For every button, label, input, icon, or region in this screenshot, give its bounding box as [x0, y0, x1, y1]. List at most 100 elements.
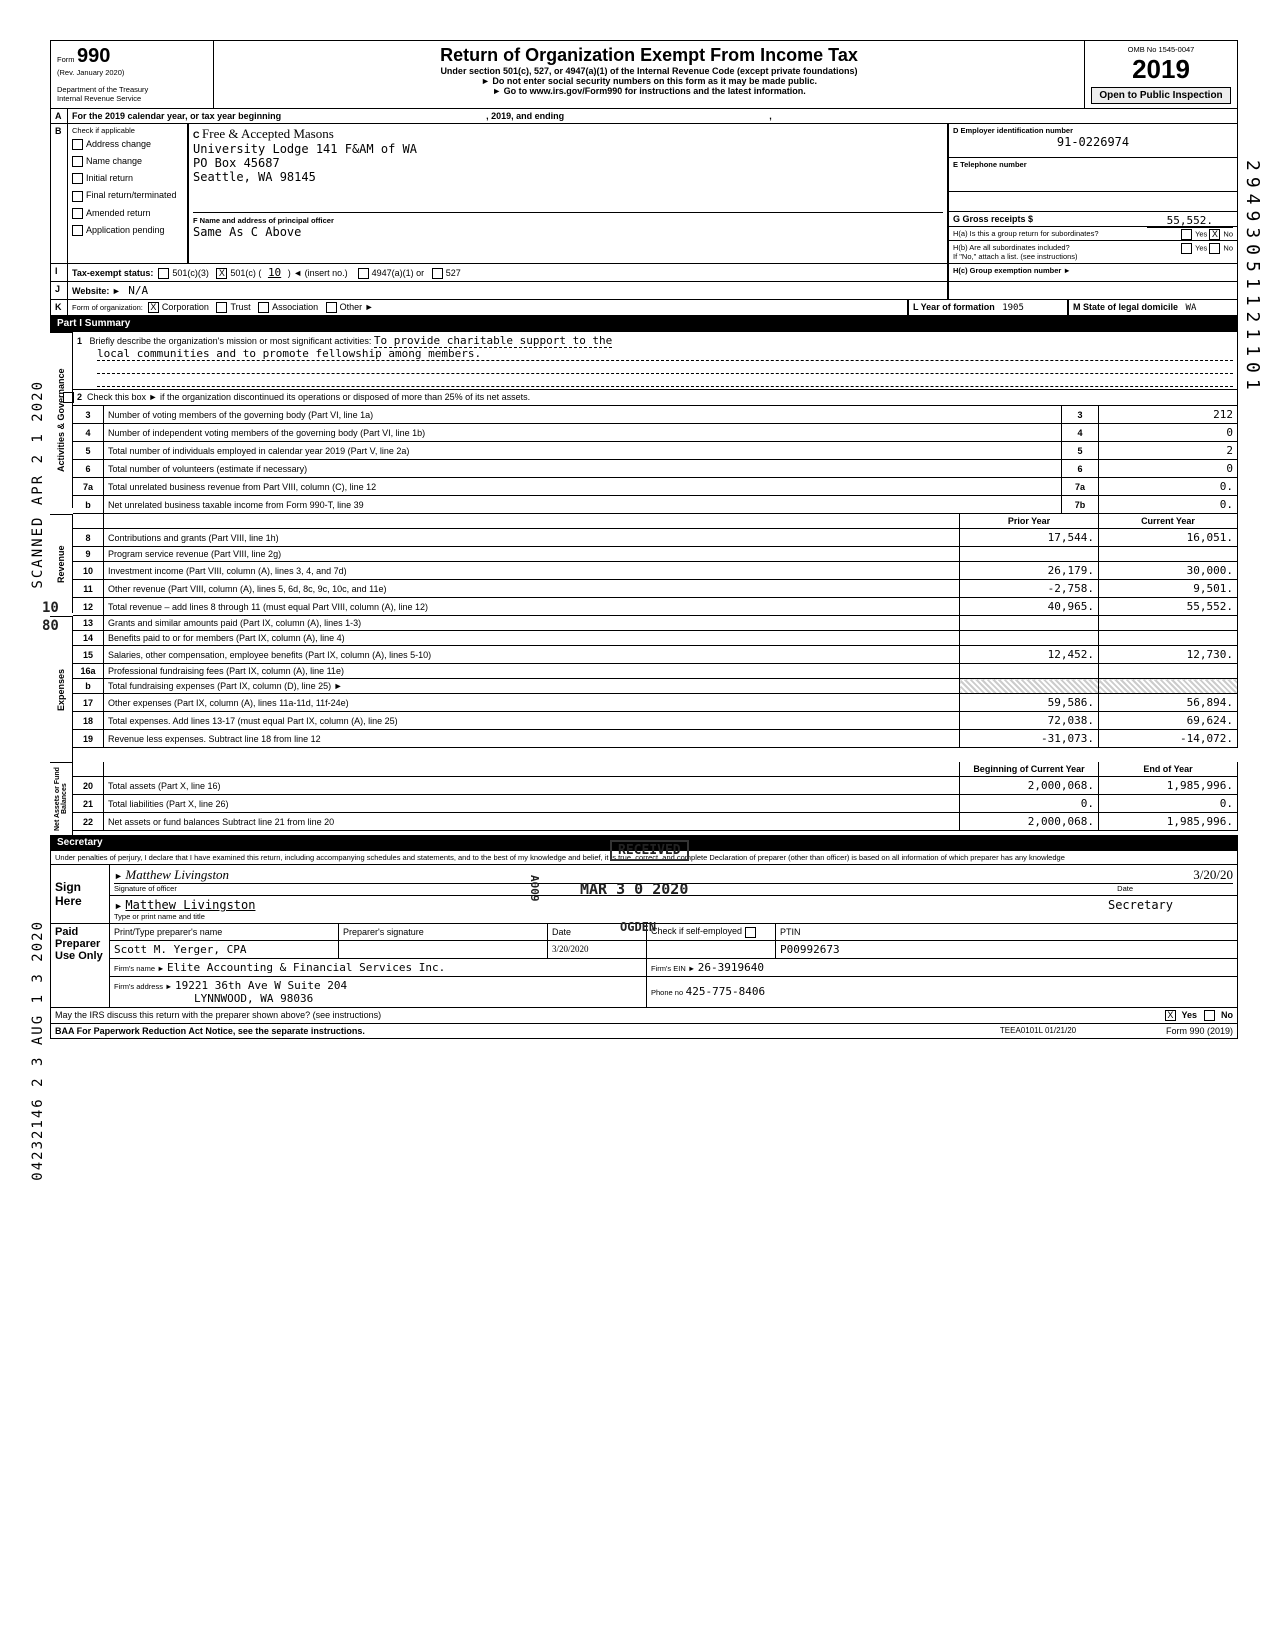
form-year: 2019 [1091, 54, 1231, 85]
row-text: Total fundraising expenses (Part IX, col… [104, 679, 960, 694]
prep-date: 3/20/2020 [548, 940, 647, 958]
hb-yes[interactable] [1181, 243, 1192, 254]
prior-val: -2,758. [960, 580, 1099, 598]
curr-val: 56,894. [1099, 694, 1238, 712]
header-mid: Return of Organization Exempt From Incom… [214, 41, 1085, 108]
dln-stamp: 04232146 2 3 AUG 1 3 2020 [30, 920, 46, 1181]
p1-rev: Revenue Prior Year Current Year 8 Contri… [50, 514, 1238, 616]
cb-4947[interactable] [358, 268, 369, 279]
row-num: 19 [73, 730, 104, 748]
p1-line1: Activities & Governance 1 Briefly descri… [50, 332, 1238, 514]
row-num: 8 [73, 529, 104, 547]
row-num: 3 [73, 406, 104, 424]
cb-trust[interactable] [216, 302, 227, 313]
firm-addr2: LYNNWOOD, WA 98036 [194, 992, 313, 1005]
curr-val: -14,072. [1099, 730, 1238, 748]
prior-val [960, 679, 1099, 694]
row-num: 14 [73, 631, 104, 646]
row-num: 21 [73, 795, 104, 813]
vlab-net: Net Assets or Fund Balances [50, 762, 73, 835]
row-text: Grants and similar amounts paid (Part IX… [104, 616, 960, 631]
row-text: Benefits paid to or for members (Part IX… [104, 631, 960, 646]
cb-assoc[interactable] [258, 302, 269, 313]
prior-val: 2,000,068. [960, 813, 1099, 831]
row-val: 0 [1099, 460, 1238, 478]
cb-discuss-yes[interactable]: X [1165, 1010, 1176, 1021]
cb-final[interactable] [72, 191, 83, 202]
row-val: 2 [1099, 442, 1238, 460]
prior-val [960, 631, 1099, 646]
firm-addr1: 19221 36th Ave W Suite 204 [175, 979, 347, 992]
cb-init[interactable] [72, 173, 83, 184]
exp-table: 13 Grants and similar amounts paid (Part… [73, 616, 1238, 748]
row-num: 20 [73, 777, 104, 795]
row-text: Total liabilities (Part X, line 26) [104, 795, 960, 813]
form-notice2: ► Go to www.irs.gov/Form990 for instruct… [220, 86, 1078, 96]
signature: Matthew Livingston [125, 867, 229, 882]
cb-amend[interactable] [72, 208, 83, 219]
k-Lval: 1905 [1002, 303, 1024, 313]
k-Mval: WA [1186, 303, 1197, 313]
footer-baa: BAA For Paperwork Reduction Act Notice, … [55, 1026, 365, 1036]
row-num: 7a [73, 478, 104, 496]
i-insert: 10 [264, 266, 285, 279]
b-3: Final return/terminated [86, 190, 177, 200]
line-a-end: , [769, 111, 772, 121]
row-num: 11 [73, 580, 104, 598]
row-text: Number of voting members of the governin… [104, 406, 1062, 424]
curr-val: 55,552. [1099, 598, 1238, 616]
paid-prep: Paid Preparer Use Only Print/Type prepar… [50, 924, 1238, 1007]
row-val: 0. [1099, 496, 1238, 514]
curr-val: 12,730. [1099, 646, 1238, 664]
cb-addr[interactable] [72, 139, 83, 150]
row-box: 4 [1062, 424, 1099, 442]
row-val: 0 [1099, 424, 1238, 442]
prior-val [960, 547, 1099, 562]
officer-title: Secretary [1108, 898, 1173, 912]
cb-app[interactable] [72, 225, 83, 236]
ha-yes[interactable] [1181, 229, 1192, 240]
f-val: Same As C Above [193, 225, 943, 239]
cb-discuss-no[interactable] [1204, 1010, 1215, 1021]
cb-501c[interactable]: X [216, 268, 227, 279]
row-text: Salaries, other compensation, employee b… [104, 646, 960, 664]
c-hw: Free & Accepted Masons [202, 126, 334, 141]
vlab-rev: Revenue [50, 514, 73, 613]
l1c: local communities and to promote fellows… [97, 347, 1233, 361]
firm-phone: 425-775-8406 [686, 985, 765, 998]
row-text: Net assets or fund balances Subtract lin… [104, 813, 960, 831]
cb-name[interactable] [72, 156, 83, 167]
row-text: Investment income (Part VIII, column (A)… [104, 562, 960, 580]
cb-501c3[interactable] [158, 268, 169, 279]
ha-lab: H(a) Is this a group return for subordin… [953, 229, 1099, 238]
c-addr2: Seattle, WA 98145 [193, 170, 943, 184]
curr-val [1099, 631, 1238, 646]
row-num: 6 [73, 460, 104, 478]
b-column: Check if applicable Address change Name … [68, 124, 188, 264]
l2: Check this box ► if the organization dis… [87, 392, 530, 402]
ha-no[interactable]: X [1209, 229, 1220, 240]
hb-lab: H(b) Are all subordinates included? [953, 243, 1070, 252]
row-text: Total revenue – add lines 8 through 11 (… [104, 598, 960, 616]
row-text: Number of independent voting members of … [104, 424, 1062, 442]
a009-stamp: A009 [528, 875, 541, 902]
footer-bottom: BAA For Paperwork Reduction Act Notice, … [50, 1024, 1238, 1039]
ogden-stamp: OGDEN [620, 920, 656, 934]
row-val: 0. [1099, 478, 1238, 496]
cb-other[interactable] [326, 302, 337, 313]
received-stamp: RECEIVED [610, 840, 689, 861]
b-2: Initial return [86, 173, 133, 183]
row-num: 16a [73, 664, 104, 679]
line-j: J Website: ► N/A [50, 282, 1238, 300]
scanned-stamp: SCANNED APR 2 1 2020 [30, 380, 46, 589]
cb-selfemp[interactable] [745, 927, 756, 938]
cb-corp[interactable]: X [148, 302, 159, 313]
hb-no[interactable] [1209, 243, 1220, 254]
prior-val: 12,452. [960, 646, 1099, 664]
prep-name: Scott M. Yerger, CPA [110, 940, 339, 958]
g-val: 55,552. [1147, 214, 1233, 228]
cb-527[interactable] [432, 268, 443, 279]
part1-bar: Part I Summary [50, 316, 1238, 332]
row-num: 13 [73, 616, 104, 631]
curr-val: 9,501. [1099, 580, 1238, 598]
